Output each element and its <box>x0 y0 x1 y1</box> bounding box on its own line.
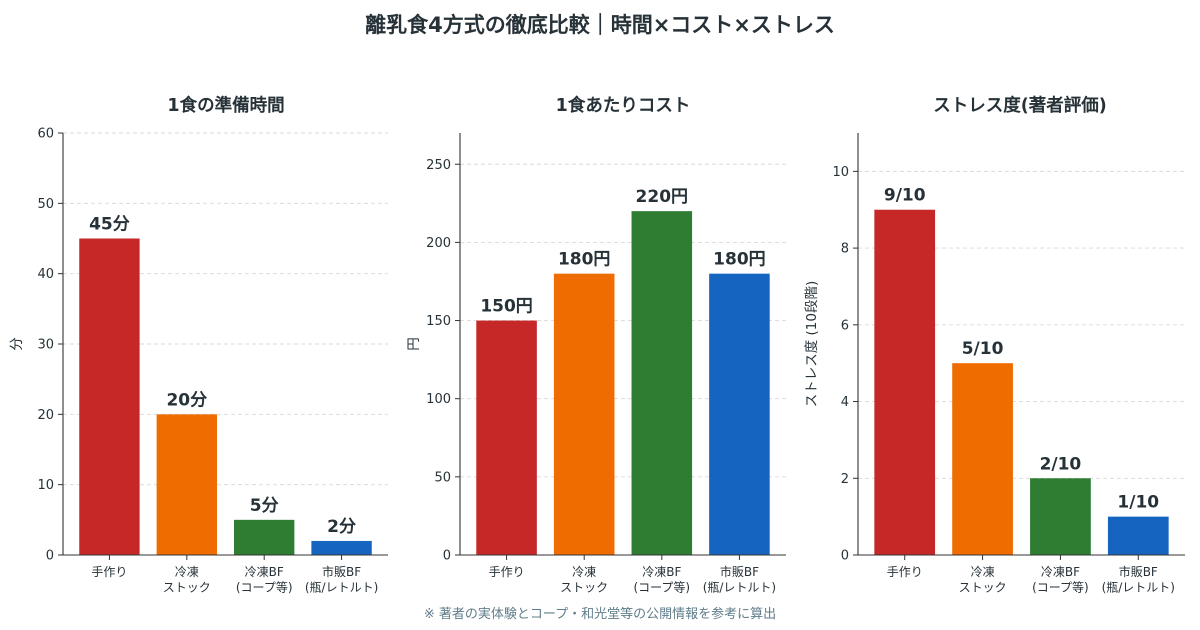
data-label: 1/10 <box>1117 493 1159 513</box>
data-label: 220円 <box>636 187 689 207</box>
y-axis-label: 円 <box>406 337 422 351</box>
x-tick-label: 冷凍 <box>971 565 995 579</box>
y-tick-label: 0 <box>46 549 54 564</box>
bar <box>709 273 770 555</box>
bar <box>1030 478 1091 555</box>
x-tick-label: (コープ等) <box>633 581 690 595</box>
x-tick-label: ストック <box>959 581 1007 595</box>
data-label: 180円 <box>713 250 766 270</box>
x-tick-label: ストック <box>560 581 608 595</box>
y-tick-label: 60 <box>37 127 54 142</box>
x-tick-label: 冷凍BF <box>245 565 284 579</box>
bar <box>1107 516 1169 555</box>
data-label: 150円 <box>480 297 533 317</box>
y-tick-label: 10 <box>832 165 849 180</box>
y-tick-label: 20 <box>37 408 54 423</box>
x-tick-label: 市販BF <box>1119 564 1158 579</box>
data-label: 45分 <box>89 215 130 235</box>
data-label: 9/10 <box>884 186 926 206</box>
y-tick-label: 8 <box>841 242 849 257</box>
data-label: 2/10 <box>1040 454 1082 474</box>
y-tick-label: 6 <box>841 318 849 333</box>
x-tick-label: 市販BF <box>720 564 759 579</box>
y-tick-label: 2 <box>841 472 849 487</box>
y-tick-label: 50 <box>434 470 451 485</box>
y-tick-label: 150 <box>426 314 451 329</box>
bar <box>631 211 693 556</box>
x-tick-label: (瓶/レトルト) <box>1102 581 1175 595</box>
x-tick-label: 冷凍 <box>175 565 199 579</box>
x-tick-label: 冷凍BF <box>1041 565 1080 579</box>
y-tick-label: 250 <box>426 158 451 173</box>
bar <box>476 320 537 555</box>
x-tick-label: 手作り <box>91 565 127 579</box>
y-tick-label: 0 <box>841 549 849 564</box>
x-tick-label: 市販BF <box>322 564 361 579</box>
x-tick-label: 冷凍BF <box>642 565 681 579</box>
bar <box>874 209 936 555</box>
bar <box>156 414 217 555</box>
x-tick-label: (コープ等) <box>236 581 293 595</box>
data-label: 20分 <box>166 390 207 410</box>
bar <box>952 363 1013 555</box>
x-tick-label: (コープ等) <box>1032 581 1089 595</box>
y-tick-label: 10 <box>37 478 54 493</box>
bar <box>234 519 295 555</box>
panel-title: 1食の準備時間 <box>167 95 284 116</box>
data-label: 5/10 <box>962 339 1004 359</box>
footnote: ※ 著者の実体験とコープ・和光堂等の公開情報を参考に算出 <box>423 607 777 622</box>
x-tick-label: 冷凍 <box>572 565 596 579</box>
panel-title: ストレス度(著者評価) <box>933 95 1107 116</box>
y-axis-label: ストレス度 (10段階) <box>804 281 820 408</box>
x-tick-label: 手作り <box>887 565 923 579</box>
x-tick-label: 手作り <box>489 565 525 579</box>
bar <box>553 273 615 555</box>
y-tick-label: 200 <box>426 236 451 251</box>
y-tick-label: 30 <box>37 338 54 353</box>
y-axis-label: 分 <box>9 337 25 351</box>
x-tick-label: (瓶/レトルト) <box>703 581 776 595</box>
x-tick-label: ストック <box>163 581 211 595</box>
y-tick-label: 50 <box>37 197 54 212</box>
x-tick-label: (瓶/レトルト) <box>305 581 378 595</box>
y-tick-label: 40 <box>37 267 54 282</box>
data-label: 180円 <box>558 250 611 270</box>
bar <box>311 540 372 555</box>
figure-title: 離乳食4方式の徹底比較｜時間×コスト×ストレス <box>365 13 835 37</box>
bar <box>79 238 140 555</box>
y-tick-label: 0 <box>443 549 451 564</box>
data-label: 5分 <box>250 496 279 516</box>
y-tick-label: 100 <box>426 392 451 407</box>
data-label: 2分 <box>327 517 356 537</box>
panel-title: 1食あたりコスト <box>556 95 691 116</box>
y-tick-label: 4 <box>841 395 849 410</box>
